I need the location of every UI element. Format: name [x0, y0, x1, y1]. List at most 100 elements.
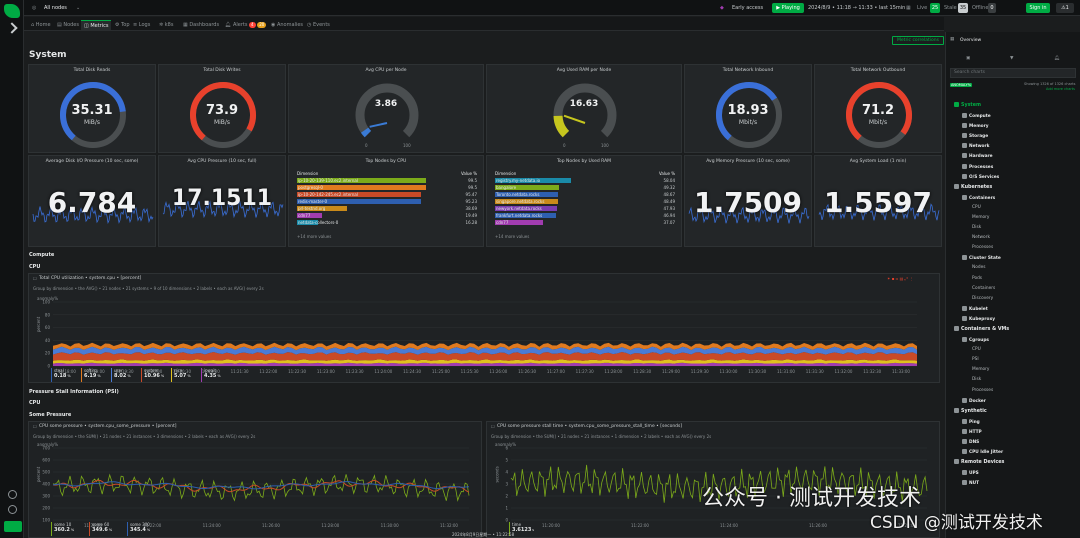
- number-card[interactable]: Avg Memory Pressure (10 sec, some) 1.7509: [684, 155, 812, 247]
- toc-item[interactable]: Memory: [972, 215, 989, 220]
- toc-item[interactable]: Disk: [972, 377, 981, 382]
- toc-item[interactable]: Hardware: [962, 153, 993, 159]
- metric-correlations-button[interactable]: Metric correlations: [892, 36, 944, 45]
- toc-item[interactable]: Kubelet: [962, 305, 988, 312]
- legend-item[interactable]: iowait 4.35%: [201, 368, 221, 382]
- list-item[interactable]: ip-10-20-142-245.ec2.internal 95.47: [297, 191, 477, 198]
- toc-item[interactable]: Network: [962, 143, 989, 149]
- list-item[interactable]: bangalore 49.32: [495, 184, 675, 191]
- tab-alerts[interactable]: 🔔︎ Alerts 4 20: [222, 20, 269, 30]
- tab-top[interactable]: ⚙ Top: [112, 20, 133, 30]
- gauge-card[interactable]: Total Disk Reads 35.31 MiB/s: [28, 64, 156, 153]
- tab-anomalies[interactable]: ◉ Anomalies: [268, 20, 306, 30]
- tab-metrics[interactable]: ◫ Metrics: [81, 20, 112, 30]
- toc-item[interactable]: Pods: [972, 276, 982, 281]
- toc-item[interactable]: UPS: [962, 470, 979, 476]
- offline-count[interactable]: 0: [988, 3, 996, 13]
- list-item[interactable]: newyork.netdata.rocks 47.93: [495, 205, 675, 212]
- number-card[interactable]: Avg System Load (1 min) 1.5597: [814, 155, 942, 247]
- list-item[interactable]: netdata-collectors-0 16.28: [297, 219, 477, 226]
- chart-search-input[interactable]: Search charts: [950, 68, 1076, 78]
- legend-item[interactable]: system 10.96%: [141, 368, 164, 382]
- toc-item[interactable]: Memory: [972, 367, 989, 372]
- toc-item[interactable]: NUT: [962, 480, 979, 486]
- toc-item[interactable]: Compute: [962, 113, 991, 119]
- list-item[interactable]: frankfurt.netdata.rocks 46.94: [495, 212, 675, 219]
- toc-item[interactable]: Docker: [962, 397, 986, 404]
- cpu-utilization-chart[interactable]: ☐ Total CPU utilization • system.cpu • […: [28, 273, 940, 383]
- charts-tab-icon[interactable]: ▣: [966, 56, 971, 61]
- chevron-down-icon[interactable]: ⌄: [76, 5, 81, 11]
- toc-item[interactable]: CPU Idle Jitter: [962, 449, 1003, 455]
- chart-menu-icon[interactable]: ☐: [33, 276, 37, 281]
- early-access-label[interactable]: Early access: [732, 5, 764, 11]
- toc-item[interactable]: Containers & VMs: [954, 326, 1009, 332]
- toc-item[interactable]: Nodes: [972, 265, 985, 270]
- cpu-some-pressure-chart[interactable]: ☐ CPU some pressure • system.cpu_some_pr…: [28, 421, 482, 538]
- list-item[interactable]: ip-10-20-139-110.ec2.internal 99.5: [297, 177, 477, 184]
- toc-item[interactable]: Synthetic: [954, 407, 987, 414]
- tab-k8s[interactable]: ✲ k8s: [156, 20, 176, 30]
- list-item[interactable]: singapore.netdata.rocks 48.49: [495, 198, 675, 205]
- toc-item[interactable]: System: [954, 102, 981, 108]
- chart-toolbar-icons[interactable]: ✶ ▪ ▫ ▤ ⤢ ⋮: [887, 276, 914, 281]
- toc-item[interactable]: CPU: [972, 205, 981, 210]
- toc-item[interactable]: Ping: [962, 418, 980, 425]
- gauge-card[interactable]: Total Network Inbound 18.93 Mbit/s: [684, 64, 812, 153]
- legend-item[interactable]: nice 5.07%: [171, 368, 191, 382]
- number-card[interactable]: Average Disk I/O Pressure (10 sec, some)…: [28, 155, 156, 247]
- anomaly-toggle[interactable]: ANOMALY%: [950, 83, 973, 87]
- space-selector[interactable]: All nodes: [44, 5, 67, 11]
- more-values-link[interactable]: +14 more values: [495, 234, 530, 239]
- toc-item[interactable]: Memory: [962, 123, 989, 129]
- cpu-plot[interactable]: 100 80 60 40 20 0 11:18:00 11:19:00 11:19:30 11:2…: [29, 274, 941, 384]
- psi-left-plot[interactable]: 700 600 500 400 300 200 100 11:20:00 11:22:00 11:…: [29, 422, 483, 538]
- legend-item[interactable]: time 3.6123s: [509, 522, 534, 536]
- gauge-card[interactable]: Total Disk Writes 73.9 MiB/s: [158, 64, 286, 153]
- toc-item[interactable]: Cgroups: [962, 337, 989, 343]
- chart-menu-icon[interactable]: ☐: [491, 424, 495, 429]
- toc-item[interactable]: Network: [972, 235, 990, 240]
- psi-right-plot[interactable]: 6 5 4 3 2 1 0 11:20:00 11:22:00 11:24:00 11:26:00 1…: [487, 422, 941, 538]
- toc-item[interactable]: DNS: [962, 438, 979, 445]
- chart-filters[interactable]: Group by dimension • the AVG() • 21 node…: [33, 286, 264, 291]
- list-item[interactable]: cdn77 19.49: [297, 212, 477, 219]
- toc-item[interactable]: Storage: [962, 133, 988, 139]
- chart-filters[interactable]: Group by dimension • the SUM() • 21 node…: [491, 434, 712, 439]
- tab-logs[interactable]: ≡ Logs: [130, 20, 153, 30]
- toc-item[interactable]: CPU: [972, 347, 981, 352]
- expand-arrow-icon[interactable]: [6, 22, 18, 34]
- help-icon[interactable]: [8, 490, 17, 499]
- legend-item[interactable]: some 10 360.2%: [51, 522, 74, 536]
- legend-item[interactable]: some 60 349.6%: [89, 522, 112, 536]
- alerts-tab-icon[interactable]: 🔔︎: [1054, 56, 1060, 61]
- netdata-logo-icon[interactable]: [4, 4, 20, 18]
- legend-item[interactable]: some 300 345.4%: [127, 522, 150, 536]
- sign-in-button[interactable]: Sign in: [1026, 3, 1050, 13]
- toc-item[interactable]: O/S Services: [962, 173, 999, 180]
- list-item[interactable]: Toronto.netdata.rocks 48.67: [495, 191, 675, 198]
- toc-item[interactable]: Kubernetes: [954, 183, 992, 190]
- tab-events[interactable]: ◷ Events: [304, 20, 333, 30]
- alerts-button[interactable]: ⚠1: [1056, 3, 1074, 13]
- toc-item[interactable]: Cluster State: [962, 255, 1001, 261]
- toc-item[interactable]: PSI: [972, 357, 979, 362]
- live-count[interactable]: 25: [930, 3, 940, 13]
- gauge-card[interactable]: Avg Used RAM per Node 16.63 0 100: [486, 64, 682, 153]
- tab-dashboards[interactable]: ▦ Dashboards: [180, 20, 222, 30]
- legend-item[interactable]: softirq 6.19%: [81, 368, 101, 382]
- toc-item[interactable]: Processes: [972, 388, 993, 393]
- more-values-link[interactable]: +14 more values: [297, 234, 332, 239]
- list-item[interactable]: prl-testnd.org 38.69: [297, 205, 477, 212]
- settings-icon[interactable]: [8, 505, 17, 514]
- time-range[interactable]: 2024/8/9 • 11:18 → 11:33 • last 15min: [808, 5, 906, 11]
- toc-item[interactable]: Processes: [962, 163, 993, 170]
- gauge-card[interactable]: Total Network Outbound 71.2 Mbit/s: [814, 64, 942, 153]
- cpu-some-pressure-stall-chart[interactable]: ☐ CPU some pressure stall time • system.…: [486, 421, 940, 538]
- add-charts-link[interactable]: Add more charts: [1046, 87, 1075, 91]
- toc-item[interactable]: Remote Devices: [954, 459, 1004, 465]
- toc-item[interactable]: Containers: [972, 286, 995, 291]
- chart-filters[interactable]: Group by dimension • the SUM() • 21 node…: [33, 434, 256, 439]
- list-item[interactable]: redis-master-0 95.23: [297, 198, 477, 205]
- toc-item[interactable]: Discovery: [972, 296, 993, 301]
